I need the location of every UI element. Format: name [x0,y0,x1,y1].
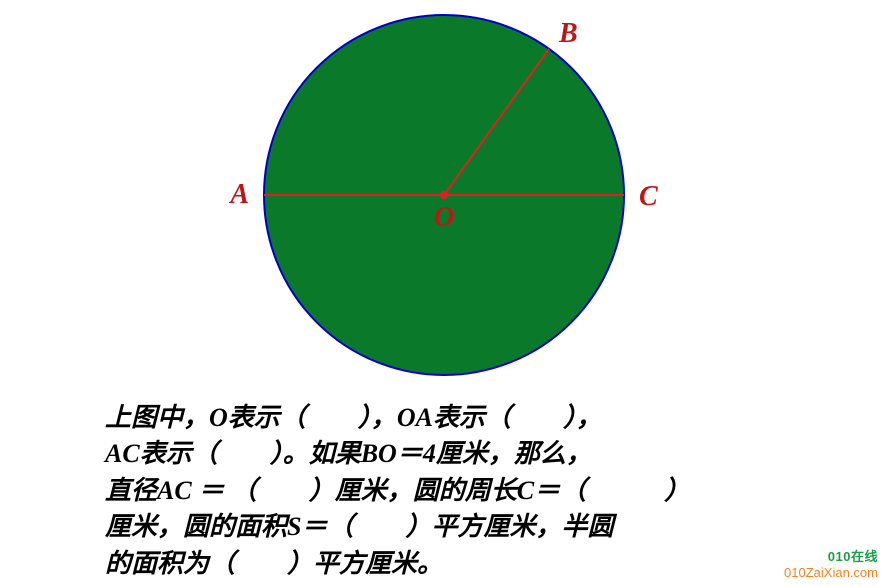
t: 表示（ ）， [228,403,397,432]
t: ＝（ ） [534,476,690,505]
t: 厘米，圆的面积 [105,512,287,541]
label-C: C [639,181,658,212]
var-AC2: AC [157,476,192,505]
slide-canvas: A B C O 上图中，O表示（ ），OA表示（ ）， AC表示（ ）。如果BO… [0,0,888,586]
question-text: 上图中，O表示（ ），OA表示（ ）， AC表示（ ）。如果BO＝4厘米，那么，… [105,400,805,582]
circle-diagram: A B C O [219,0,669,390]
watermark-top: 010在线 [784,546,878,565]
t: ＝（ ）平方厘米，半圆 [301,512,613,541]
center-dot [440,191,448,199]
var-OA: OA [397,403,433,432]
t: 上图中， [105,403,209,432]
watermark: 010在线 010ZaiXian.com [784,546,878,580]
t: 表示（ ）， [433,403,602,432]
t: ＝ （ ）厘米，圆的周长 [192,476,517,505]
t: 厘米，那么， [436,439,592,468]
var-AC: AC [105,439,140,468]
label-O: O [434,202,454,233]
var-BO: BO [361,439,397,468]
label-A: A [228,179,249,210]
var-S: S [287,512,301,541]
t: 表示（ ）。如果 [140,439,361,468]
t: ＝ [397,439,423,468]
watermark-bot: 010ZaiXian.com [784,565,878,580]
t: 直径 [105,476,157,505]
val-4: 4 [423,439,436,468]
var-O: O [209,403,228,432]
var-C: C [517,476,534,505]
label-B: B [558,18,578,49]
t: 的面积为（ ）平方厘米。 [105,549,443,578]
